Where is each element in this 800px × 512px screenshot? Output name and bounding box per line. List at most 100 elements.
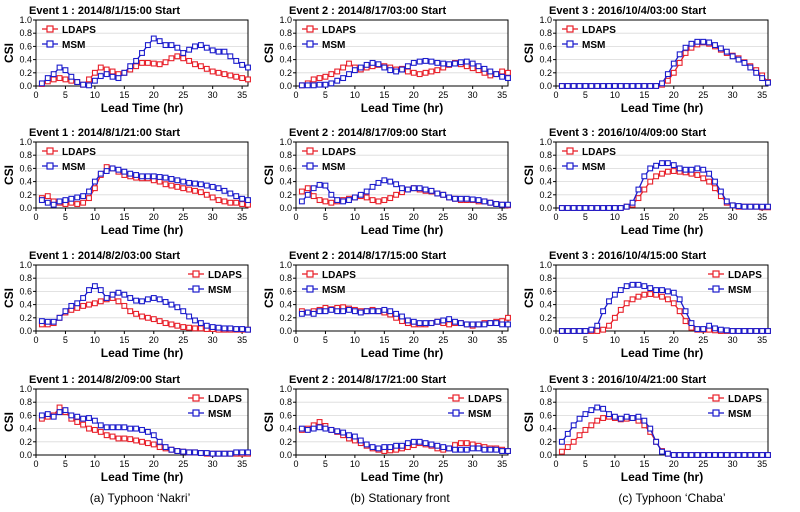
y-tick-label: 0.2 [279, 437, 292, 447]
point-msm [635, 186, 642, 193]
point-ldaps [564, 444, 571, 451]
point-msm [570, 205, 577, 211]
point-msm [156, 174, 163, 180]
chart-title: Event 2 : 2014/8/17/03:00 Start [289, 5, 446, 17]
point-msm [635, 413, 642, 420]
point-ldaps [505, 314, 511, 321]
point-msm [245, 326, 251, 333]
y-tick-label: 0.6 [539, 410, 552, 420]
point-ldaps [576, 432, 583, 439]
point-ldaps [127, 308, 134, 315]
plot-frame [295, 388, 509, 456]
point-ldaps [363, 194, 370, 201]
point-msm [635, 281, 642, 288]
point-msm [664, 160, 671, 167]
point-msm [192, 449, 198, 456]
x-tick-label: 15 [639, 335, 649, 345]
point-msm [103, 168, 110, 174]
y-tick-label: 1.0 [539, 384, 552, 394]
point-msm [180, 448, 187, 455]
x-axis-label: Lead Time (hr) [361, 470, 443, 484]
point-msm [150, 295, 157, 301]
x-tick-label: 10 [90, 335, 100, 345]
point-ldaps [74, 419, 81, 425]
point-msm [174, 177, 181, 184]
legend-label: MSM [468, 409, 491, 420]
point-msm [156, 38, 163, 45]
point-msm [475, 197, 482, 204]
x-tick-label: 5 [583, 90, 588, 100]
legend-marker [566, 147, 574, 155]
point-msm [735, 203, 742, 209]
point-msm [351, 194, 358, 201]
point-msm [694, 38, 701, 45]
y-tick-label: 0.4 [19, 55, 32, 65]
y-tick-label: 0.6 [279, 286, 292, 296]
x-tick-label: 25 [698, 212, 708, 222]
point-ldaps [86, 425, 92, 432]
x-axis-label: Lead Time (hr) [101, 470, 183, 484]
x-tick-label: 5 [323, 335, 328, 345]
point-msm [452, 195, 458, 202]
point-ldaps [86, 195, 92, 202]
point-ldaps [127, 436, 134, 443]
x-tick-label: 35 [757, 212, 767, 222]
x-tick-label: 10 [90, 90, 100, 100]
point-msm [670, 60, 677, 67]
point-ldaps [606, 322, 612, 329]
point-msm [676, 165, 683, 172]
legend-item-msm: MSM [562, 162, 605, 173]
point-msm [168, 176, 175, 182]
y-tick-label: 0.2 [279, 190, 292, 200]
point-ldaps [162, 181, 169, 188]
x-tick-label: 35 [757, 335, 767, 345]
point-msm [221, 450, 228, 457]
point-msm [56, 64, 63, 71]
y-tick-label: 1.0 [539, 137, 552, 147]
point-msm [688, 452, 695, 458]
point-msm [682, 452, 689, 458]
x-tick-label: 10 [350, 90, 360, 100]
y-axis-label: CSI [522, 412, 536, 432]
point-msm [351, 433, 358, 440]
point-msm [44, 75, 51, 82]
point-msm [316, 424, 323, 431]
point-msm [80, 295, 87, 301]
point-msm [334, 77, 341, 84]
caption-b: (b) Stationary front [350, 491, 450, 505]
point-ldaps [50, 76, 57, 83]
point-msm [493, 201, 500, 207]
point-ldaps [192, 187, 198, 194]
point-ldaps [594, 328, 601, 334]
point-msm [588, 326, 595, 333]
chart-title: Event 1 : 2014/8/1/21:00 Start [29, 127, 180, 139]
point-msm [741, 328, 748, 334]
x-tick-label: 20 [149, 335, 159, 345]
x-tick-label: 35 [497, 90, 507, 100]
point-msm [346, 71, 352, 78]
point-msm [38, 80, 45, 87]
point-msm [340, 429, 347, 436]
point-ldaps [197, 63, 204, 70]
point-ldaps [74, 201, 81, 207]
point-msm [115, 166, 122, 173]
point-ldaps [233, 73, 240, 80]
point-ldaps [334, 68, 341, 75]
point-ldaps [322, 198, 329, 205]
point-ldaps [197, 325, 204, 332]
chart-title: Event 1 : 2014/8/2/09:00 Start [29, 374, 180, 386]
x-axis-label: Lead Time (hr) [101, 223, 183, 237]
point-msm [74, 194, 81, 201]
point-msm [322, 81, 329, 88]
y-tick-label: 0.0 [279, 81, 292, 91]
point-ldaps [298, 188, 305, 195]
point-ldaps [192, 61, 198, 68]
point-ldaps [221, 71, 228, 78]
point-msm [446, 445, 453, 452]
point-msm [647, 165, 654, 172]
point-ldaps [611, 314, 618, 321]
point-ldaps [434, 67, 441, 74]
point-msm [357, 437, 364, 444]
point-msm [109, 73, 116, 80]
point-ldaps [168, 182, 175, 189]
